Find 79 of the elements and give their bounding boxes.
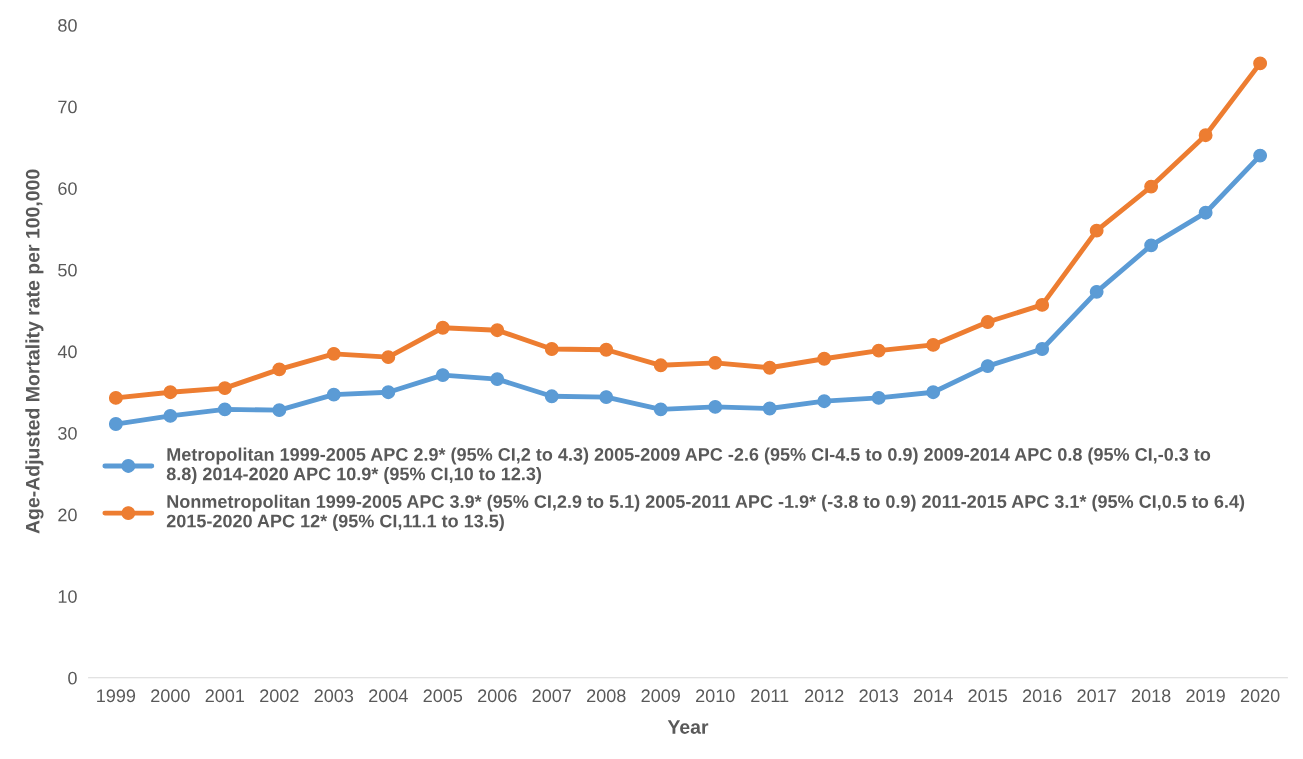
x-tick-label: 2001 (205, 689, 245, 703)
point (217, 381, 232, 396)
y-tick-label: 70 (58, 100, 77, 114)
point (163, 408, 178, 423)
point (708, 355, 723, 370)
x-tick-label: 2004 (369, 689, 408, 703)
point (1089, 284, 1104, 299)
point (926, 385, 941, 400)
x-tick-label: 1999 (97, 689, 136, 703)
x-tick-label: 2019 (1186, 689, 1225, 703)
point (1253, 148, 1268, 163)
point (544, 389, 559, 404)
point (599, 342, 614, 357)
y-tick-label: 30 (58, 426, 77, 440)
point (871, 390, 886, 405)
x-tick-label: 2000 (151, 689, 190, 703)
point (599, 390, 614, 405)
x-tick-label: 2014 (914, 689, 953, 703)
point (980, 315, 995, 329)
point (217, 402, 232, 417)
y-tick-label: 50 (58, 263, 77, 277)
x-tick-label: 2007 (532, 689, 571, 703)
x-tick-label: 2012 (805, 689, 844, 703)
point (108, 417, 123, 431)
x-tick-label: 2015 (968, 689, 1007, 703)
point (762, 401, 777, 416)
y-tick-label: 80 (58, 18, 77, 32)
point (163, 385, 178, 400)
point (1253, 56, 1268, 71)
point (381, 350, 396, 365)
x-tick-label: 2010 (696, 689, 735, 703)
point (1089, 223, 1104, 238)
point (926, 337, 941, 352)
point (490, 372, 505, 387)
point (1198, 128, 1213, 143)
point (1198, 205, 1213, 220)
x-tick-label: 2020 (1240, 689, 1280, 703)
x-tick-label: 2003 (314, 689, 354, 703)
x-tick-label: 2013 (859, 689, 898, 703)
point (272, 403, 287, 418)
x-tick-label: 2016 (1022, 689, 1062, 703)
legend-label: Nonmetropolitan 1999-2005 APC 3.9* (95% CI,2.9 to 5.1) 2005-2011 APC -1.9* (-3.8 to 0.9) 2011-2015 APC 3.1* (95% CI,0.5 to 6.4) 2015-2020 APC 12* (95% CI,11.1 to 13.5) (166, 494, 1245, 531)
point (653, 402, 668, 417)
y-axis-title: Age-Adjusted Mortality rate per 100,000 (25, 169, 44, 534)
x-tick-label: 2006 (478, 689, 517, 703)
y-tick-label: 60 (58, 182, 77, 195)
x-axis-title: Year (667, 720, 709, 734)
point (871, 343, 886, 358)
point (1144, 238, 1159, 253)
point (490, 323, 505, 338)
point (326, 387, 341, 402)
x-tick-label: 2005 (423, 689, 463, 703)
point (1144, 179, 1159, 194)
point (544, 342, 559, 356)
x-tick-label: 2011 (751, 689, 789, 703)
x-tick-label: 2018 (1131, 689, 1171, 703)
point (272, 362, 287, 377)
point (708, 399, 723, 414)
y-tick-label: 20 (58, 508, 77, 522)
point (1035, 297, 1050, 312)
y-tick-label: 10 (58, 590, 77, 603)
point (653, 358, 668, 373)
point (108, 390, 123, 405)
point (762, 360, 777, 375)
point (817, 394, 832, 409)
point (381, 385, 396, 400)
legend-label: Metropolitan 1999-2005 APC 2.9* (95% CI,2 to 4.3) 2005-2009 APC -2.6 (95% CI-4.5 to 0.9) 2009-2014 APC 0.8 (95% CI,-0.3 to 8.8) 2014-2020 APC 10.9* (95% CI,10 to 12.3) (166, 447, 1211, 484)
y-tick-label: 0 (68, 671, 77, 685)
x-tick-label: 2002 (260, 689, 299, 703)
point (326, 346, 341, 361)
point (817, 351, 832, 366)
x-tick-label: 2009 (641, 689, 680, 703)
point (1035, 342, 1050, 356)
point (435, 368, 450, 383)
point (435, 320, 450, 335)
x-tick-label: 2017 (1077, 689, 1116, 703)
x-tick-label: 2008 (587, 689, 626, 703)
y-tick-label: 40 (57, 345, 77, 359)
point (980, 359, 995, 374)
